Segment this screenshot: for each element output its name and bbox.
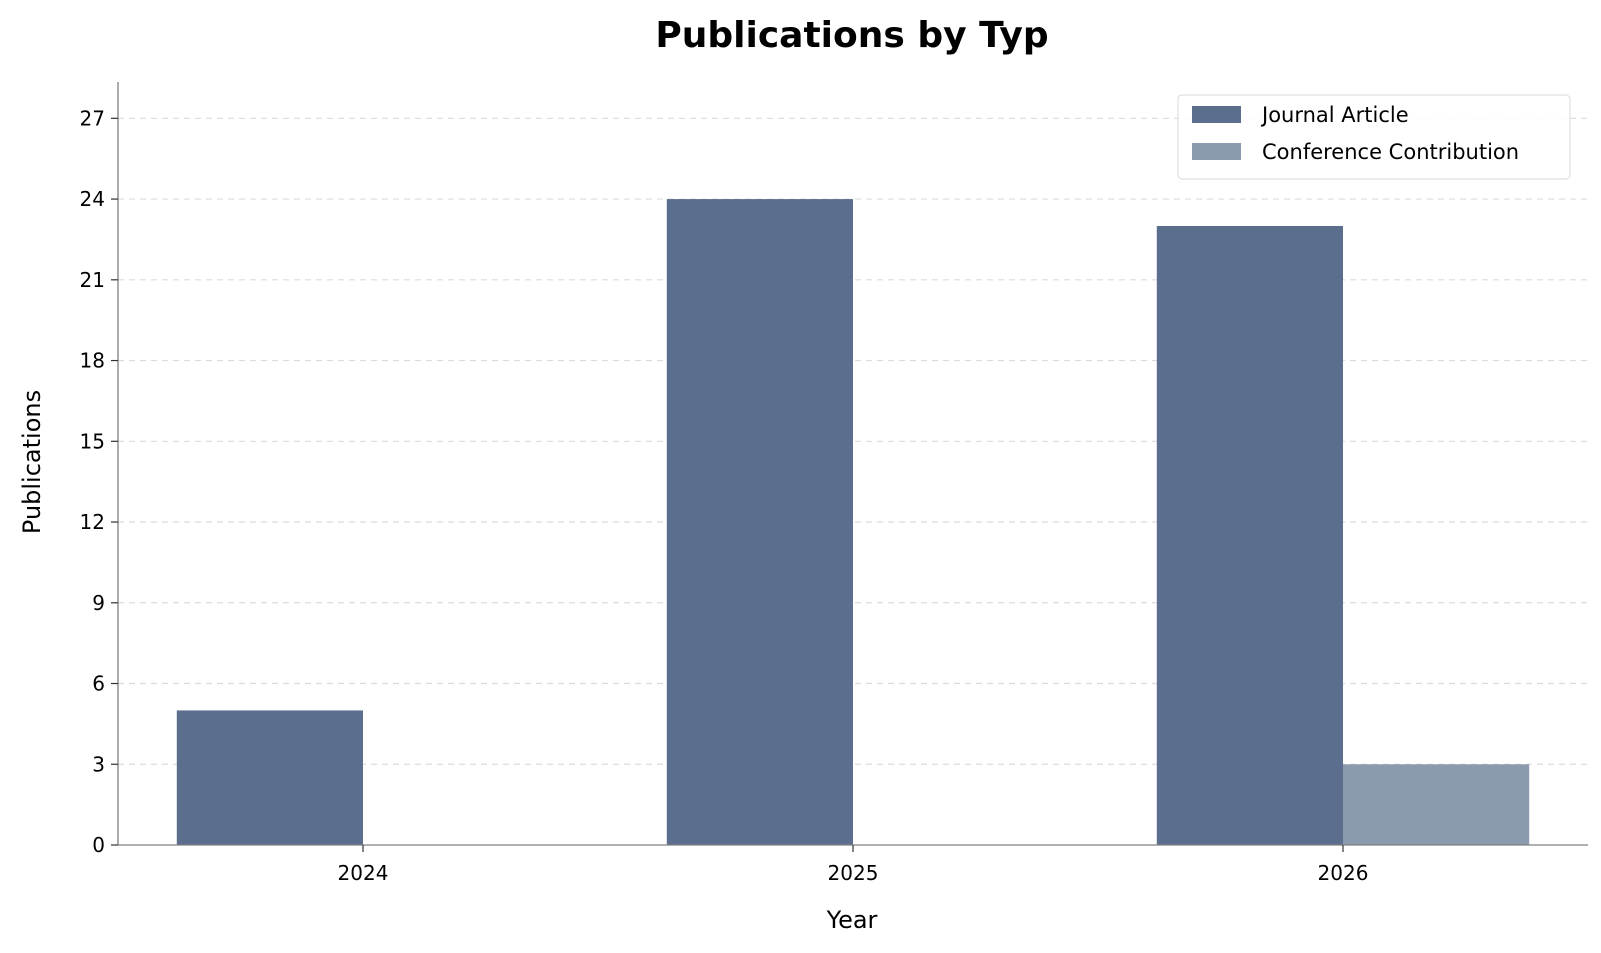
bar	[1343, 764, 1530, 845]
y-tick-label: 24	[80, 187, 105, 211]
legend-swatch	[1192, 106, 1241, 123]
x-tick-label: 2025	[828, 861, 879, 885]
bar	[1156, 225, 1343, 845]
bar	[666, 199, 853, 845]
x-ticks: 2024 2025 2026	[338, 845, 1369, 885]
bar	[176, 710, 363, 845]
y-axis-label: Publications	[18, 390, 46, 534]
legend-label: Journal Article	[1260, 103, 1409, 127]
legend-label: Conference Contribution	[1262, 140, 1519, 164]
legend-items: Journal Article Conference Contribution	[1192, 103, 1519, 164]
x-tick-label: 2026	[1318, 861, 1369, 885]
y-ticks: 0 3 6 9 12 15 18 21 24 27	[80, 106, 118, 857]
y-tick-label: 21	[80, 268, 105, 292]
legend: Journal Article Conference Contribution	[1177, 94, 1571, 180]
bars	[176, 199, 1530, 845]
y-tick-label: 3	[92, 752, 105, 776]
legend-box	[1177, 94, 1571, 180]
chart-title: Publications by Typ	[655, 15, 1048, 56]
y-tick-label: 0	[92, 833, 105, 857]
y-tick-label: 27	[80, 106, 105, 130]
x-axis-label: Year	[826, 906, 878, 934]
y-tick-label: 12	[80, 510, 105, 534]
y-tick-label: 15	[80, 429, 105, 453]
y-tick-label: 18	[80, 349, 105, 373]
y-tick-label: 6	[92, 672, 105, 696]
x-tick-label: 2024	[338, 861, 389, 885]
legend-swatch	[1192, 143, 1241, 160]
y-tick-label: 9	[92, 591, 105, 615]
